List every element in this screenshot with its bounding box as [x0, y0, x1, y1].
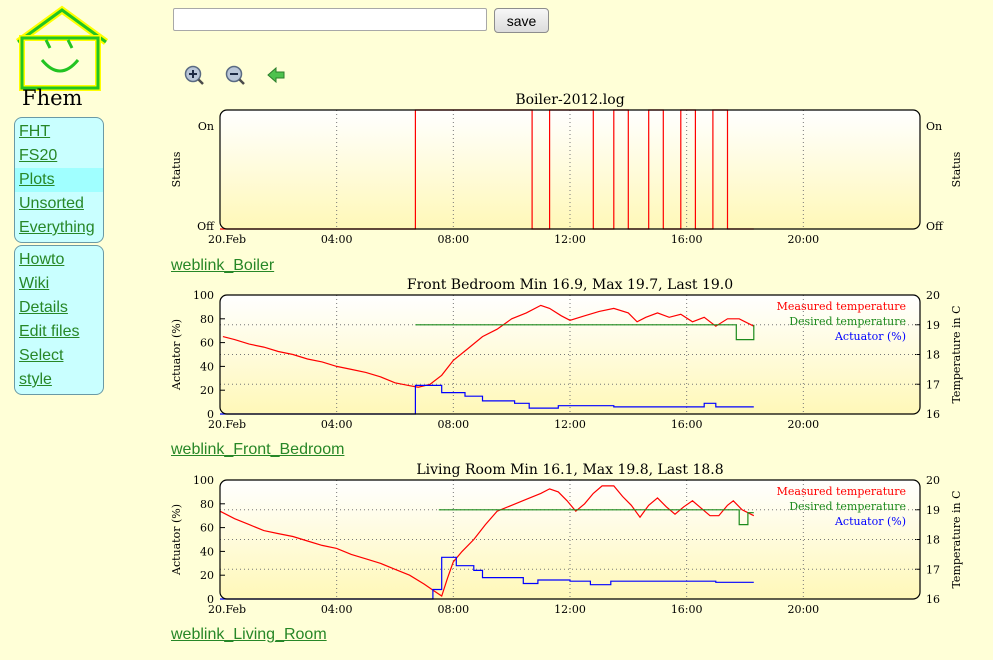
- y2-tick-label: 19: [926, 504, 940, 517]
- y-tick-label: Off: [197, 220, 215, 233]
- y2-tick-label: 20: [926, 289, 940, 302]
- plot-frame: [219, 294, 921, 415]
- x-tick-label: 16:00: [671, 603, 703, 616]
- weblink-front-bedroom[interactable]: weblink_Front_Bedroom: [171, 441, 345, 458]
- logo-text: Fhem: [22, 86, 83, 110]
- y-tick-label: On: [198, 120, 214, 133]
- y2-axis-label: Status: [950, 151, 963, 187]
- y-tick-label: 100: [193, 474, 214, 487]
- menu-item-everything[interactable]: Everything: [19, 219, 95, 236]
- front-bedroom-chart: Front Bedroom Min 16.9, Max 19.7, Last 1…: [170, 277, 963, 431]
- y-tick-label: 20: [200, 384, 214, 397]
- y2-tick-label: Off: [926, 220, 944, 233]
- x-tick-label: 16:00: [671, 233, 703, 246]
- legend-measured-temperature: Measured temperature: [777, 300, 906, 313]
- y2-tick-label: On: [926, 120, 942, 133]
- series-line-measured-temperature: [222, 304, 755, 388]
- x-tick-label: 20:00: [787, 233, 819, 246]
- menu-item-fs20[interactable]: FS20: [19, 147, 58, 164]
- y-tick-label: 0: [207, 593, 214, 606]
- y2-tick-label: 16: [926, 593, 940, 606]
- help-menu: Howto Wiki Details Edit files Select sty…: [14, 245, 104, 395]
- y-tick-label: 40: [200, 545, 214, 558]
- plot-frame: [219, 479, 921, 600]
- x-tick-label: 08:00: [437, 603, 469, 616]
- series-line-desired-temperature: [438, 509, 754, 526]
- save-button[interactable]: save: [494, 8, 549, 33]
- back-arrow-icon[interactable]: [265, 64, 287, 86]
- y-axis-label: Actuator (%): [170, 504, 183, 576]
- series-line-actuator: [220, 556, 754, 600]
- y-tick-label: 60: [200, 522, 214, 535]
- menu-item-wiki[interactable]: Wiki: [19, 275, 50, 292]
- plot-area: [220, 110, 920, 229]
- legend-actuator: Actuator (%): [834, 330, 906, 343]
- legend-desired-temperature: Desired temperature: [789, 315, 906, 328]
- fhem-house-logo: [15, 5, 109, 91]
- chart-title: Boiler-2012.log: [515, 92, 624, 108]
- x-tick-label: 20.Feb: [208, 418, 246, 431]
- menu-item-edit-files[interactable]: Edit files: [19, 323, 80, 340]
- y-tick-label: 80: [200, 498, 214, 511]
- plot-frame: [219, 109, 921, 230]
- menu-item-select-style[interactable]: Select style: [19, 347, 64, 388]
- y-tick-label: 40: [200, 360, 214, 373]
- series-line-measured-temperature: [219, 485, 755, 597]
- weblink-living-room[interactable]: weblink_Living_Room: [171, 626, 327, 643]
- weblink-boiler[interactable]: weblink_Boiler: [171, 257, 275, 274]
- menu-item-plots[interactable]: Plots: [15, 168, 103, 192]
- x-tick-label: 04:00: [321, 603, 353, 616]
- x-tick-label: 20.Feb: [208, 603, 246, 616]
- y2-tick-label: 18: [926, 349, 940, 362]
- y-tick-label: 60: [200, 337, 214, 350]
- y2-tick-label: 20: [926, 474, 940, 487]
- y2-tick-label: 17: [926, 563, 940, 576]
- x-tick-label: 08:00: [437, 418, 469, 431]
- y-tick-label: 20: [200, 569, 214, 582]
- y-tick-label: 100: [193, 289, 214, 302]
- x-tick-label: 04:00: [321, 233, 353, 246]
- x-tick-label: 12:00: [554, 418, 586, 431]
- x-tick-label: 20:00: [787, 418, 819, 431]
- menu-item-details[interactable]: Details: [19, 299, 68, 316]
- y2-axis-label: Temperature in C: [950, 305, 963, 403]
- series-line-actuator: [220, 384, 754, 415]
- command-input[interactable]: [173, 8, 487, 31]
- x-tick-label: 04:00: [321, 418, 353, 431]
- y2-axis-label: Temperature in C: [950, 490, 963, 588]
- x-tick-label: 16:00: [671, 418, 703, 431]
- x-tick-label: 20.Feb: [208, 233, 246, 246]
- legend-actuator: Actuator (%): [834, 515, 906, 528]
- legend-desired-temperature: Desired temperature: [789, 500, 906, 513]
- main-menu: FHT FS20 Plots Unsorted Everything: [14, 117, 104, 243]
- zoom-out-icon[interactable]: [224, 64, 246, 86]
- menu-item-unsorted[interactable]: Unsorted: [19, 195, 84, 212]
- y2-tick-label: 16: [926, 408, 940, 421]
- chart-title: Living Room Min 16.1, Max 19.8, Last 18.…: [416, 462, 723, 478]
- y-tick-label: 0: [207, 408, 214, 421]
- x-tick-label: 12:00: [554, 233, 586, 246]
- y2-tick-label: 18: [926, 534, 940, 547]
- y2-tick-label: 17: [926, 378, 940, 391]
- zoom-in-icon[interactable]: [183, 64, 205, 86]
- x-tick-label: 12:00: [554, 603, 586, 616]
- legend-measured-temperature: Measured temperature: [777, 485, 906, 498]
- y-axis-label: Actuator (%): [170, 319, 183, 391]
- menu-item-fht[interactable]: FHT: [19, 123, 51, 140]
- menu-item-howto[interactable]: Howto: [19, 251, 65, 268]
- x-tick-label: 20:00: [787, 603, 819, 616]
- x-tick-label: 08:00: [437, 233, 469, 246]
- boiler-chart: Boiler-2012.log Off On Off On 20.Feb 04:00 08:0…: [170, 92, 963, 246]
- y-tick-label: 80: [200, 313, 214, 326]
- y-axis-label: Status: [170, 151, 183, 187]
- y2-tick-label: 19: [926, 319, 940, 332]
- chart-title: Front Bedroom Min 16.9, Max 19.7, Last 1…: [407, 277, 733, 293]
- series-line-desired-temperature: [415, 324, 755, 341]
- living-room-chart: Living Room Min 16.1, Max 19.8, Last 18.…: [170, 462, 963, 616]
